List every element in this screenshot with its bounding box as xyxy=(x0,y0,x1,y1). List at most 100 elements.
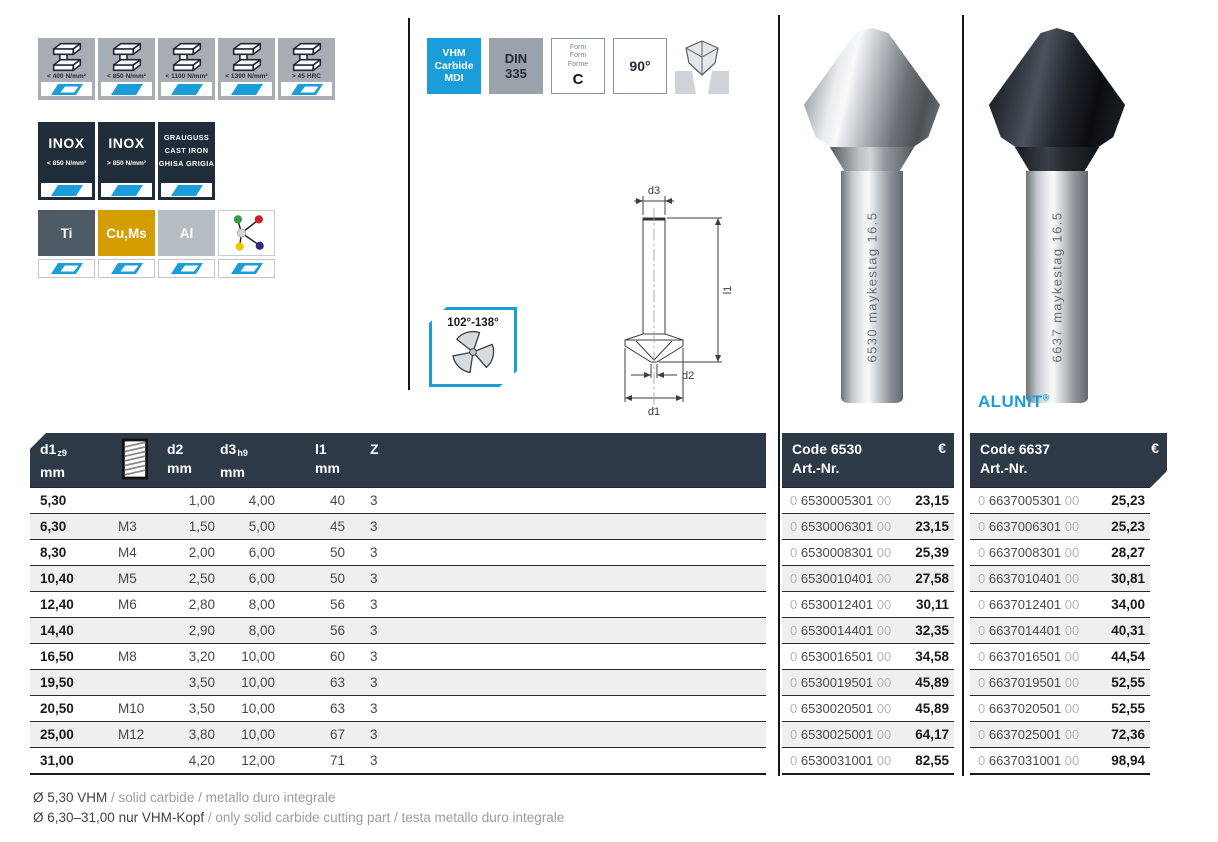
price: 25,39 xyxy=(915,545,949,560)
value-d2: 3,80 xyxy=(188,727,215,742)
value-d2: 2,50 xyxy=(188,571,215,586)
material-badge-nonferrous xyxy=(218,210,275,278)
value-d3: 8,00 xyxy=(248,597,275,612)
suitability-strip xyxy=(101,82,152,96)
suitability-icon xyxy=(170,184,203,196)
material-badge-steel: > 45 HRC xyxy=(278,38,335,100)
tool-engraving: 6637 maykestag 16.5 xyxy=(1049,211,1065,363)
col-header-code: Code 6637 Art.-Nr. xyxy=(980,441,1051,476)
article-number: 0 6637006301 00 xyxy=(978,519,1080,534)
value-thread: M10 xyxy=(118,701,145,716)
article-number: 0 6530008301 00 xyxy=(790,545,892,560)
table-row: 0 6530031001 00 82,55 xyxy=(782,748,954,775)
table-row: 6,30 M3 1,50 5,00 45 3 xyxy=(30,514,766,540)
value-l1: 63 xyxy=(329,675,345,690)
suitability-strip xyxy=(218,259,275,278)
suitability-icon xyxy=(50,184,83,196)
point-angle-label: 102°-138° xyxy=(447,317,499,329)
value-z: 3 xyxy=(370,727,378,742)
price: 45,89 xyxy=(915,701,949,716)
table-row: 0 6637020501 00 52,55 xyxy=(970,696,1150,722)
suitability-strip xyxy=(41,183,92,197)
table-row: 0 6637008301 00 28,27 xyxy=(970,540,1150,566)
countersink-head xyxy=(803,28,941,152)
value-d1: 6,30 xyxy=(40,519,67,534)
three-flute-cutter-icon xyxy=(452,330,495,374)
material-title: Al xyxy=(158,210,215,256)
material-badge-steel: < 1100 N/mm² xyxy=(158,38,215,100)
col-header-euro: € xyxy=(1151,440,1159,456)
suitability-icon xyxy=(170,83,203,95)
value-d1: 31,00 xyxy=(40,753,74,768)
value-thread: M12 xyxy=(118,727,145,742)
price: 30,11 xyxy=(915,597,949,612)
article-number: 0 6530020501 00 xyxy=(790,701,892,716)
table-row: 0 6530016501 00 34,58 xyxy=(782,644,954,670)
article-number: 0 6530031001 00 xyxy=(790,753,892,768)
price: 72,36 xyxy=(1111,727,1145,742)
table-row: 0 6637005301 00 25,23 xyxy=(970,488,1150,514)
table-row: 0 6530005301 00 23,15 xyxy=(782,488,954,514)
value-d2: 3,50 xyxy=(188,675,215,690)
badge-line: 335 xyxy=(505,66,527,81)
suitability-icon xyxy=(50,83,83,95)
value-l1: 67 xyxy=(329,727,345,742)
footnote-line: Ø 5,30 VHM / solid carbide / metallo dur… xyxy=(33,790,336,805)
value-l1: 71 xyxy=(329,753,345,768)
table-row: 0 6637006301 00 25,23 xyxy=(970,514,1150,540)
price: 23,15 xyxy=(915,493,949,508)
suitability-strip xyxy=(98,259,155,278)
value-d2: 3,50 xyxy=(188,701,215,716)
material-badges-steel: < 400 N/mm² < 850 N/mm² < 1100 N/mm² < 1300… xyxy=(38,38,335,100)
article-number: 0 6637025001 00 xyxy=(978,727,1080,742)
value-d2: 2,80 xyxy=(188,597,215,612)
suitability-strip xyxy=(41,82,92,96)
material-badge-steel: < 850 N/mm² xyxy=(98,38,155,100)
material-label: < 1300 N/mm² xyxy=(225,73,268,80)
material-badges-nonferrous: Ti Cu,Ms Al xyxy=(38,210,275,278)
value-l1: 40 xyxy=(329,493,345,508)
badge-line: VHM xyxy=(442,47,466,60)
material-title: GRAUGUSS CAST IRON GHISA GRIGIA xyxy=(158,133,215,168)
table-row: 0 6530008301 00 25,39 xyxy=(782,540,954,566)
countersink-application-badge xyxy=(675,38,729,94)
material-label: < 400 N/mm² xyxy=(47,73,86,80)
value-d3: 5,00 xyxy=(248,519,275,534)
ibeam-icon xyxy=(292,42,321,72)
countersink-icon xyxy=(675,38,729,94)
badge-line: Carbide xyxy=(434,59,474,72)
suitability-strip xyxy=(161,183,212,197)
footnotes: Ø 5,30 VHM / solid carbide / metallo dur… xyxy=(33,788,564,827)
ibeam-icon xyxy=(232,42,261,72)
value-z: 3 xyxy=(370,597,378,612)
spec-badges: VHM Carbide MDI DIN 335 Form Form Forme … xyxy=(427,38,729,94)
price: 34,00 xyxy=(1111,597,1145,612)
value-thread: M5 xyxy=(118,571,137,586)
table-row: 0 6530019501 00 45,89 xyxy=(782,670,954,696)
dim-label-d3: d3 xyxy=(648,185,660,197)
price: 23,15 xyxy=(915,519,949,534)
value-d3: 10,00 xyxy=(241,701,275,716)
material-badge-nonferrous: Al xyxy=(158,210,215,278)
material-label: < 1100 N/mm² xyxy=(165,73,208,80)
value-d1: 8,30 xyxy=(40,545,67,560)
countersink-neck xyxy=(829,147,915,173)
suitability-icon xyxy=(110,83,143,95)
value-z: 3 xyxy=(370,675,378,690)
table-header-dimensions: d1z9 mm d2 mm d3h9 mm xyxy=(30,433,766,487)
table-row: 16,50 M8 3,20 10,00 60 3 xyxy=(30,644,766,670)
article-number: 0 6637019501 00 xyxy=(978,675,1080,690)
dim-label-d1: d1 xyxy=(648,406,660,418)
table-row: 0 6637016501 00 44,54 xyxy=(970,644,1150,670)
value-d3: 10,00 xyxy=(241,727,275,742)
col-header-z: Z xyxy=(370,441,379,457)
price: 27,58 xyxy=(915,571,949,586)
table-row: 0 6530010401 00 27,58 xyxy=(782,566,954,592)
material-badge-nonferrous: Cu,Ms xyxy=(98,210,155,278)
suitability-icon xyxy=(110,184,143,196)
countersink-shank: 6530 maykestag 16.5 xyxy=(841,171,903,403)
value-l1: 50 xyxy=(329,571,345,586)
table-row: 0 6530020501 00 45,89 xyxy=(782,696,954,722)
table-code-6637: 0 6637005301 00 25,23 0 6637006301 00 25,23… xyxy=(970,487,1150,775)
product-photo-6530: 6530 maykestag 16.5 xyxy=(794,28,950,403)
